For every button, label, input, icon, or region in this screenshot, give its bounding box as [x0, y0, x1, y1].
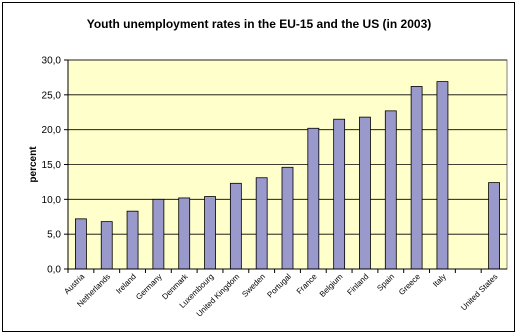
x-tick-label: France: [295, 272, 319, 296]
y-tick-label: 10,0: [42, 195, 62, 206]
y-axis-ticks: 0,0 5,0 10,0 15,0 20,0 25,0 30,0: [42, 56, 68, 276]
bar: [204, 196, 216, 270]
bar: [152, 198, 165, 270]
bar: [307, 127, 320, 270]
y-tick-label: 30,0: [42, 56, 62, 67]
x-tick-label: Austria: [62, 272, 86, 296]
y-tick-label: 15,0: [42, 160, 62, 171]
y-tick-label: 20,0: [42, 125, 62, 136]
bar: [488, 182, 500, 270]
bar: [255, 177, 268, 270]
y-tick-label: 5,0: [47, 230, 61, 241]
x-tick-label: Italy: [431, 272, 448, 289]
y-tick-label: 0,0: [47, 265, 61, 276]
x-tick-label: Belgium: [318, 272, 345, 299]
bar: [281, 166, 294, 270]
bar: [229, 182, 242, 270]
bar: [436, 81, 449, 270]
x-tick-label: Portugal: [265, 272, 293, 300]
bar: [359, 116, 371, 270]
x-tick-label: Ireland: [114, 272, 138, 296]
bar: [126, 210, 139, 270]
bar: [100, 221, 113, 270]
y-axis-label: percent: [28, 146, 39, 183]
x-tick-label: Spain: [375, 272, 396, 293]
y-tick-label: 25,0: [42, 90, 62, 101]
x-tick-label: Sweden: [240, 272, 267, 299]
bar: [75, 218, 87, 270]
bar: [384, 110, 397, 270]
bar: [178, 197, 191, 270]
bar: [410, 86, 423, 270]
x-tick-label: Germany: [134, 272, 164, 302]
x-tick-label: United States: [459, 272, 499, 312]
x-tick-label: Greece: [397, 272, 422, 297]
chart-title: Youth unemployment rates in the EU-15 an…: [87, 17, 432, 31]
x-tick-label: Finland: [345, 272, 370, 297]
bar: [333, 118, 346, 270]
